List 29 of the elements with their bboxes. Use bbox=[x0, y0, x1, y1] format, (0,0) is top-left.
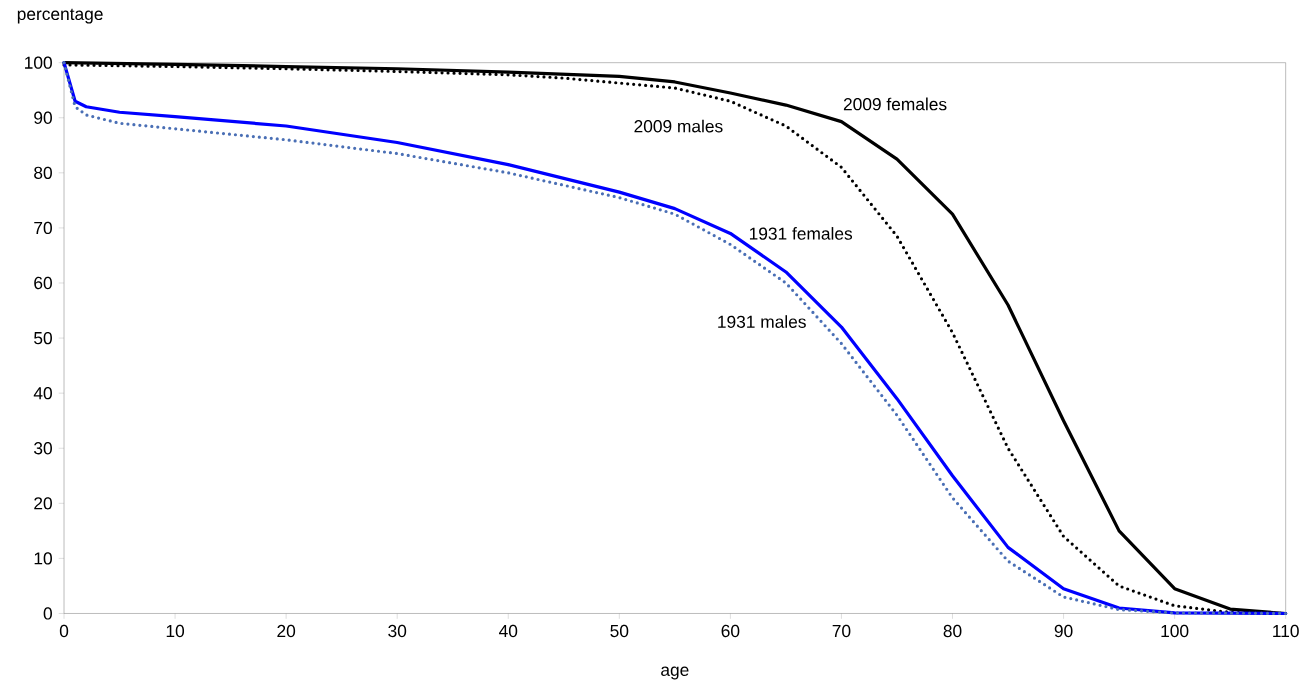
x-tick-label: 50 bbox=[610, 625, 629, 638]
series-label: 2009 males bbox=[634, 119, 723, 133]
x-tick-label: 60 bbox=[721, 625, 740, 638]
x-tick-label: 110 bbox=[1273, 625, 1299, 638]
series-label: 1931 males bbox=[718, 315, 806, 329]
y-tick-label: 70 bbox=[34, 222, 52, 235]
x-tick-label: 0 bbox=[59, 625, 69, 638]
x-axis-title: age bbox=[661, 666, 689, 680]
series-label: 2009 females bbox=[843, 97, 947, 111]
x-tick-label: 30 bbox=[388, 625, 407, 638]
series-label: 1931 females bbox=[749, 227, 853, 241]
x-tick-label: 100 bbox=[1161, 625, 1189, 638]
x-tick-label: 20 bbox=[277, 625, 296, 638]
x-tick-label: 70 bbox=[832, 625, 851, 638]
y-tick-label: 30 bbox=[34, 442, 52, 455]
y-tick-label: 90 bbox=[34, 111, 52, 125]
y-tick-label: 80 bbox=[34, 166, 52, 180]
y-tick-label: 100 bbox=[25, 56, 52, 70]
y-tick-label: 60 bbox=[34, 277, 52, 290]
y-tick-label: 40 bbox=[33, 387, 52, 400]
x-tick-label: 40 bbox=[499, 625, 518, 638]
y-tick-label: 10 bbox=[34, 552, 52, 565]
y-tick-label: 0 bbox=[43, 607, 52, 620]
y-tick-label: 50 bbox=[34, 332, 52, 345]
x-tick-label: 10 bbox=[166, 625, 185, 638]
y-axis-title: percentage bbox=[17, 8, 103, 24]
y-tick-label: 20 bbox=[34, 497, 52, 510]
x-tick-label: 90 bbox=[1054, 625, 1073, 638]
x-tick-label: 80 bbox=[943, 625, 962, 638]
